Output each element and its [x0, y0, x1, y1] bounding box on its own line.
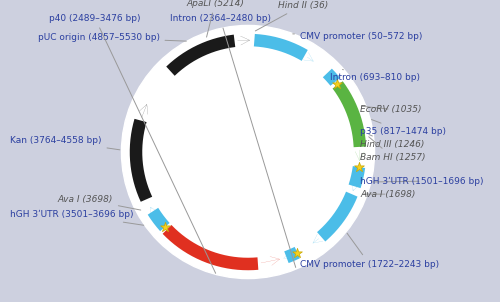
Text: Intron (2364–2480 bp): Intron (2364–2480 bp) [170, 14, 296, 268]
Text: Bam HI (1257): Bam HI (1257) [360, 137, 426, 162]
Text: Hind II (36): Hind II (36) [256, 1, 328, 31]
Text: Ava I (3698): Ava I (3698) [58, 195, 140, 210]
Text: p40 (2489–3476 bp): p40 (2489–3476 bp) [49, 14, 215, 273]
Text: Intron (693–810 bp): Intron (693–810 bp) [330, 69, 420, 82]
Text: hGH 3ʹUTR (1501–1696 bp): hGH 3ʹUTR (1501–1696 bp) [360, 177, 484, 186]
Text: ApaLI (5214): ApaLI (5214) [186, 0, 244, 37]
Text: p35 (817–1474 bp): p35 (817–1474 bp) [360, 120, 446, 136]
Text: Kan (3764–4558 bp): Kan (3764–4558 bp) [10, 136, 120, 150]
Point [333, 82, 341, 87]
Text: EcoRV (1035): EcoRV (1035) [360, 105, 422, 114]
Text: pUC origin (4857–5530 bp): pUC origin (4857–5530 bp) [38, 33, 186, 42]
Text: hGH 3ʹUTR (3501–3696 bp): hGH 3ʹUTR (3501–3696 bp) [10, 210, 143, 225]
Point [161, 225, 169, 230]
Text: CMV promoter (1722–2243 bp): CMV promoter (1722–2243 bp) [300, 233, 439, 269]
Point [355, 165, 363, 169]
Text: Ava I (1698): Ava I (1698) [360, 190, 416, 199]
Text: CMV promoter (50–572 bp): CMV promoter (50–572 bp) [292, 32, 422, 41]
Text: Hind III (1246): Hind III (1246) [360, 135, 424, 149]
Circle shape [122, 25, 374, 278]
Point [294, 250, 302, 255]
